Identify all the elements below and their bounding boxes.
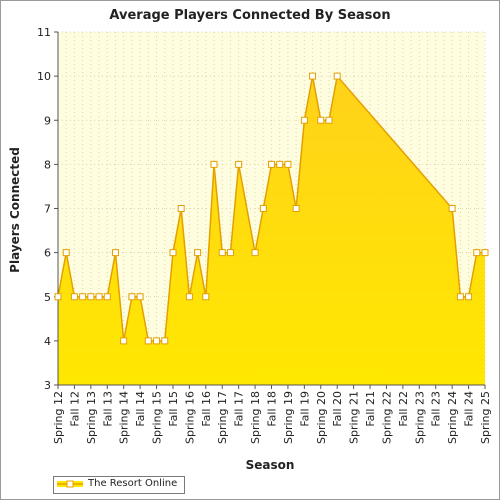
legend-label: The Resort Online <box>88 478 178 489</box>
data-point-marker <box>185 293 193 301</box>
data-point-marker <box>292 205 300 212</box>
data-point-marker <box>300 116 308 124</box>
data-point-marker <box>325 116 333 124</box>
x-tick-label: Fall 22 <box>397 391 410 427</box>
x-tick-label: Spring 24 <box>446 391 459 444</box>
x-tick-label: Spring 13 <box>85 391 98 444</box>
x-tick-label: Fall 13 <box>101 391 114 427</box>
data-point-marker <box>309 72 317 80</box>
y-tick-label: 10 <box>37 70 51 83</box>
markers <box>54 72 489 345</box>
x-tick-label: Fall 15 <box>167 391 180 427</box>
x-tick-label: Fall 12 <box>68 391 81 427</box>
data-point-marker <box>284 160 292 168</box>
x-tick-label: Fall 14 <box>134 391 147 427</box>
x-tick-label: Fall 23 <box>430 391 443 427</box>
x-tick-label: Spring 25 <box>479 391 492 444</box>
legend: The Resort Online <box>53 476 185 494</box>
data-point-marker <box>111 249 119 257</box>
y-tick-label: 3 <box>44 379 51 392</box>
y-tick-label: 5 <box>44 291 51 304</box>
x-tick-label: Fall 21 <box>364 391 377 427</box>
data-point-marker <box>103 293 111 301</box>
legend-swatch-marker <box>66 480 74 488</box>
x-tick-label: Spring 12 <box>52 391 65 444</box>
data-point-marker <box>465 293 473 301</box>
data-point-marker <box>62 249 70 257</box>
data-point-marker <box>70 293 78 301</box>
x-tick-label: Fall 19 <box>298 391 311 427</box>
data-point-marker <box>210 160 218 168</box>
data-point-marker <box>177 205 185 212</box>
x-tick-label: Spring 14 <box>118 391 131 444</box>
data-point-marker <box>169 249 177 257</box>
data-point-marker <box>202 293 210 301</box>
data-point-marker <box>235 160 243 168</box>
data-point-marker <box>259 205 267 212</box>
legend-swatch <box>57 480 83 488</box>
data-point-marker <box>194 249 202 257</box>
x-tick-label: Spring 21 <box>348 391 361 444</box>
data-point-marker <box>218 249 226 257</box>
y-tick-label: 11 <box>37 26 51 39</box>
x-tick-label: Fall 16 <box>200 391 213 427</box>
x-tick-label: Fall 17 <box>233 391 246 427</box>
data-point-marker <box>153 337 161 345</box>
data-point-marker <box>79 293 87 301</box>
data-point-marker <box>317 116 325 124</box>
x-tick-label: Spring 22 <box>380 391 393 444</box>
x-tick-label: Fall 20 <box>331 391 344 427</box>
x-tick-label: Spring 20 <box>315 391 328 444</box>
data-point-marker <box>448 205 456 212</box>
x-tick-label: Spring 18 <box>249 391 262 444</box>
data-point-marker <box>136 293 144 301</box>
y-tick-label: 4 <box>44 335 51 348</box>
x-tick-label: Spring 23 <box>413 391 426 444</box>
data-point-marker <box>95 293 103 301</box>
data-point-marker <box>87 293 95 301</box>
x-tick-label: Spring 17 <box>216 391 229 444</box>
x-tick-label: Spring 16 <box>183 391 196 444</box>
data-point-marker <box>120 337 128 345</box>
data-point-marker <box>268 160 275 168</box>
data-point-marker <box>128 293 136 301</box>
series-area <box>58 76 485 385</box>
data-point-marker <box>144 337 152 345</box>
x-axis-label: Season <box>246 458 295 472</box>
y-tick-label: 7 <box>44 203 51 216</box>
y-tick-label: 8 <box>44 158 51 171</box>
x-tick-label: Spring 15 <box>151 391 164 444</box>
data-point-marker <box>473 249 481 257</box>
y-tick-label: 9 <box>44 114 51 127</box>
data-point-marker <box>226 249 234 257</box>
y-tick-label: 6 <box>44 247 51 260</box>
data-point-marker <box>161 337 169 345</box>
x-tick-label: Fall 18 <box>266 391 279 427</box>
data-point-marker <box>276 160 284 168</box>
x-tick-label: Fall 24 <box>463 391 476 427</box>
data-point-marker <box>333 72 341 80</box>
chart-title: Average Players Connected By Season <box>109 8 391 23</box>
y-axis-label: Players Connected <box>8 147 22 273</box>
data-point-marker <box>481 249 489 257</box>
data-point-marker <box>54 293 62 301</box>
data-point-marker <box>456 293 464 301</box>
x-tick-label: Spring 19 <box>282 391 295 444</box>
data-point-marker <box>251 249 259 257</box>
